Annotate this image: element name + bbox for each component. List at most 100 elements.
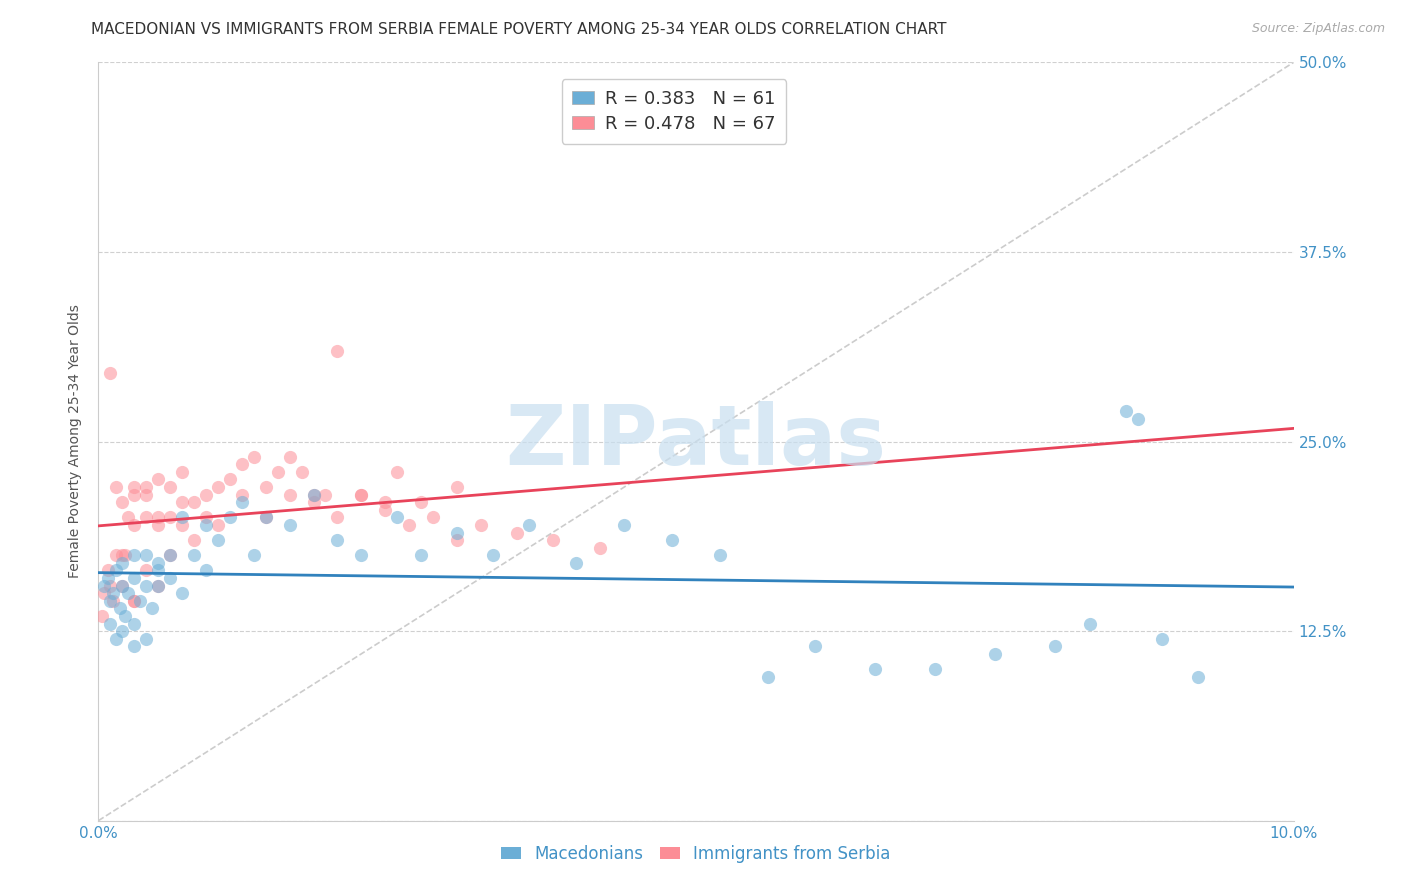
Point <box>219 510 242 524</box>
Point <box>129 594 152 608</box>
Point <box>98 579 122 593</box>
Point <box>613 517 636 532</box>
Point <box>148 473 170 487</box>
Point <box>207 533 229 548</box>
Point <box>105 564 128 578</box>
Point <box>385 465 409 479</box>
Point <box>219 473 242 487</box>
Point <box>172 517 194 532</box>
Point <box>124 594 146 608</box>
Text: Source: ZipAtlas.com: Source: ZipAtlas.com <box>1251 22 1385 36</box>
Point <box>278 517 301 532</box>
Point <box>135 548 157 563</box>
Point <box>135 632 157 646</box>
Point <box>207 517 229 532</box>
Point <box>302 487 325 501</box>
Point <box>195 510 218 524</box>
Point <box>1152 632 1174 646</box>
Point <box>172 495 194 509</box>
Point <box>124 517 146 532</box>
Point <box>159 480 181 494</box>
Point <box>111 579 134 593</box>
Legend: Macedonians, Immigrants from Serbia: Macedonians, Immigrants from Serbia <box>495 838 897 869</box>
Point <box>374 495 396 509</box>
Point <box>135 564 157 578</box>
Point <box>254 510 277 524</box>
Point <box>135 480 157 494</box>
Point <box>101 594 124 608</box>
Point <box>195 487 218 501</box>
Y-axis label: Female Poverty Among 25-34 Year Olds: Female Poverty Among 25-34 Year Olds <box>69 304 83 579</box>
Point <box>117 586 139 600</box>
Point <box>243 450 266 464</box>
Point <box>124 571 146 585</box>
Point <box>207 480 229 494</box>
Point <box>111 548 134 563</box>
Point <box>111 556 134 570</box>
Point <box>93 586 115 600</box>
Point <box>661 533 683 548</box>
Point <box>148 517 170 532</box>
Point <box>148 564 170 578</box>
Point <box>231 458 253 472</box>
Point <box>172 465 194 479</box>
Point <box>326 510 349 524</box>
Point <box>254 510 277 524</box>
Point <box>105 632 128 646</box>
Point <box>183 533 205 548</box>
Point <box>709 548 731 563</box>
Point <box>326 343 349 358</box>
Point <box>1187 669 1209 683</box>
Point <box>924 662 946 676</box>
Point <box>517 517 540 532</box>
Point <box>159 510 181 524</box>
Point <box>111 624 134 639</box>
Point <box>148 556 170 570</box>
Point <box>98 616 122 631</box>
Point <box>541 533 564 548</box>
Point <box>326 533 349 548</box>
Point <box>114 608 136 623</box>
Point <box>124 616 146 631</box>
Point <box>374 503 396 517</box>
Point <box>422 510 444 524</box>
Point <box>135 579 157 593</box>
Point <box>135 487 157 501</box>
Point <box>291 465 314 479</box>
Point <box>117 510 139 524</box>
Point <box>589 541 612 555</box>
Point <box>565 556 588 570</box>
Point <box>984 647 1007 661</box>
Point <box>350 487 373 501</box>
Point <box>172 586 194 600</box>
Point <box>141 601 163 615</box>
Point <box>159 571 181 585</box>
Point <box>97 564 120 578</box>
Point <box>398 517 420 532</box>
Point <box>148 579 170 593</box>
Point <box>159 548 181 563</box>
Text: ZIPatlas: ZIPatlas <box>506 401 886 482</box>
Point <box>124 639 146 653</box>
Point <box>267 465 290 479</box>
Point <box>183 495 205 509</box>
Point <box>302 487 325 501</box>
Point <box>350 487 373 501</box>
Point <box>195 517 218 532</box>
Point <box>385 510 409 524</box>
Point <box>108 601 131 615</box>
Point <box>105 548 128 563</box>
Point <box>278 450 301 464</box>
Point <box>101 586 124 600</box>
Point <box>93 579 115 593</box>
Point <box>148 510 170 524</box>
Point <box>315 487 337 501</box>
Point <box>302 495 325 509</box>
Point <box>148 579 170 593</box>
Point <box>124 548 146 563</box>
Point <box>243 548 266 563</box>
Point <box>105 480 128 494</box>
Point <box>1115 404 1137 418</box>
Text: MACEDONIAN VS IMMIGRANTS FROM SERBIA FEMALE POVERTY AMONG 25-34 YEAR OLDS CORREL: MACEDONIAN VS IMMIGRANTS FROM SERBIA FEM… <box>91 22 946 37</box>
Point <box>411 495 433 509</box>
